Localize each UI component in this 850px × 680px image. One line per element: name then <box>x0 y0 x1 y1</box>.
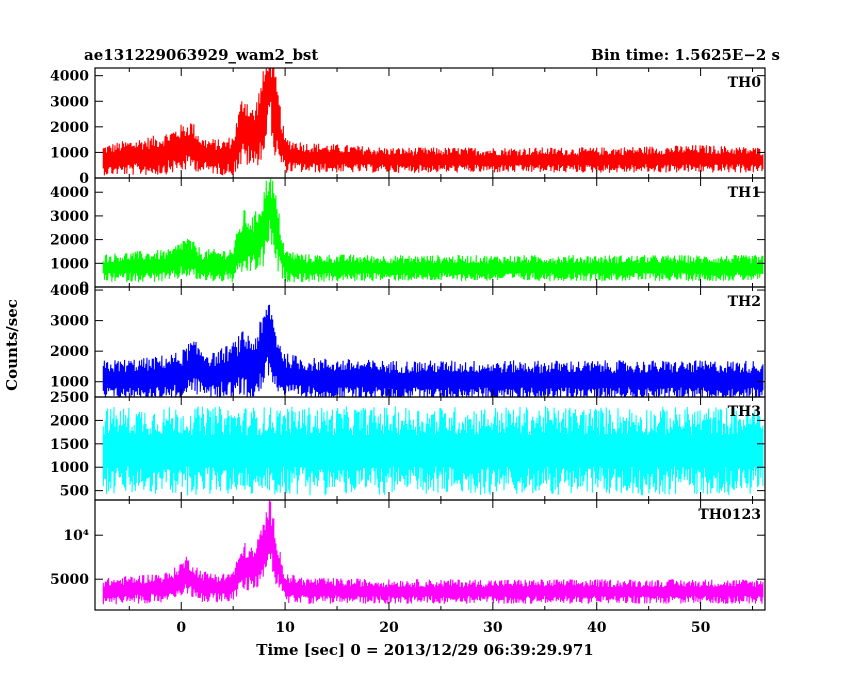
series-line-th3 <box>102 406 764 496</box>
panel-th0123: 5000 10⁴ TH0123 <box>50 499 766 611</box>
y-axis-label: Counts/sec <box>3 299 21 391</box>
panel-frame <box>94 499 766 611</box>
y-tick-label: 2000 <box>50 344 89 360</box>
y-tick-label: 4000 <box>50 69 89 85</box>
panel-name-label: TH0123 <box>698 507 761 523</box>
y-tick-label: 2500 <box>50 390 89 406</box>
chart-title-left: ae131229063929_wam2_bst <box>84 46 318 64</box>
y-tick-label: 2000 <box>50 413 89 429</box>
panel-name-label: TH3 <box>728 404 761 420</box>
series-line-th0 <box>102 68 764 176</box>
series-line-th0123 <box>102 500 764 605</box>
series-line-th1 <box>102 178 764 283</box>
y-tick-label: 2000 <box>50 120 89 136</box>
y-tick-label: 10⁴ <box>63 528 89 544</box>
panel-group: 0 1000 2000 3000 4000 TH0 0 1000 2000 3000 4000 TH1… <box>50 67 766 611</box>
y-tick-label: 1000 <box>50 256 89 272</box>
y-tick-label: 4000 <box>50 283 89 299</box>
x-axis-label: Time [sec] 0 = 2013/12/29 06:39:29.971 <box>256 641 593 659</box>
x-tick-label: 40 <box>587 620 607 636</box>
panel-name-label: TH0 <box>728 75 762 91</box>
series-line-th2 <box>102 304 764 397</box>
x-tick-label: 50 <box>691 620 711 636</box>
chart-title-right: Bin time: 1.5625E−2 s <box>591 46 780 64</box>
y-tick-label: 500 <box>60 484 89 500</box>
x-tick-label: 0 <box>176 620 186 636</box>
x-tick-label: 20 <box>379 620 399 636</box>
y-tick-label: 1000 <box>50 460 89 476</box>
y-tick-label: 3000 <box>50 94 89 110</box>
y-tick-label: 1000 <box>50 375 89 391</box>
panel-th0: 0 1000 2000 3000 4000 TH0 <box>50 67 766 187</box>
y-tick-label: 1500 <box>50 437 89 453</box>
x-tick-labels: 0 10 20 30 40 50 <box>176 620 710 636</box>
x-tick-label: 10 <box>275 620 295 636</box>
panel-th1: 0 1000 2000 3000 4000 TH1 <box>50 177 766 296</box>
y-tick-label: 1000 <box>50 145 89 161</box>
y-tick-label: 0 <box>79 171 89 187</box>
y-tick-label: 4000 <box>50 185 89 201</box>
y-tick-label: 0 <box>79 280 89 296</box>
panel-name-label: TH1 <box>728 185 761 201</box>
y-tick-label: 2000 <box>50 233 89 249</box>
y-tick-label: 3000 <box>50 209 89 225</box>
x-tick-label: 30 <box>483 620 503 636</box>
panel-th2: 1000 2000 3000 4000 TH2 <box>50 283 766 398</box>
y-tick-label: 5000 <box>50 572 89 588</box>
y-tick-label: 3000 <box>50 314 89 330</box>
panel-name-label: TH2 <box>728 294 761 310</box>
panel-th3: 500 1000 1500 2000 2500 TH3 <box>50 390 766 501</box>
